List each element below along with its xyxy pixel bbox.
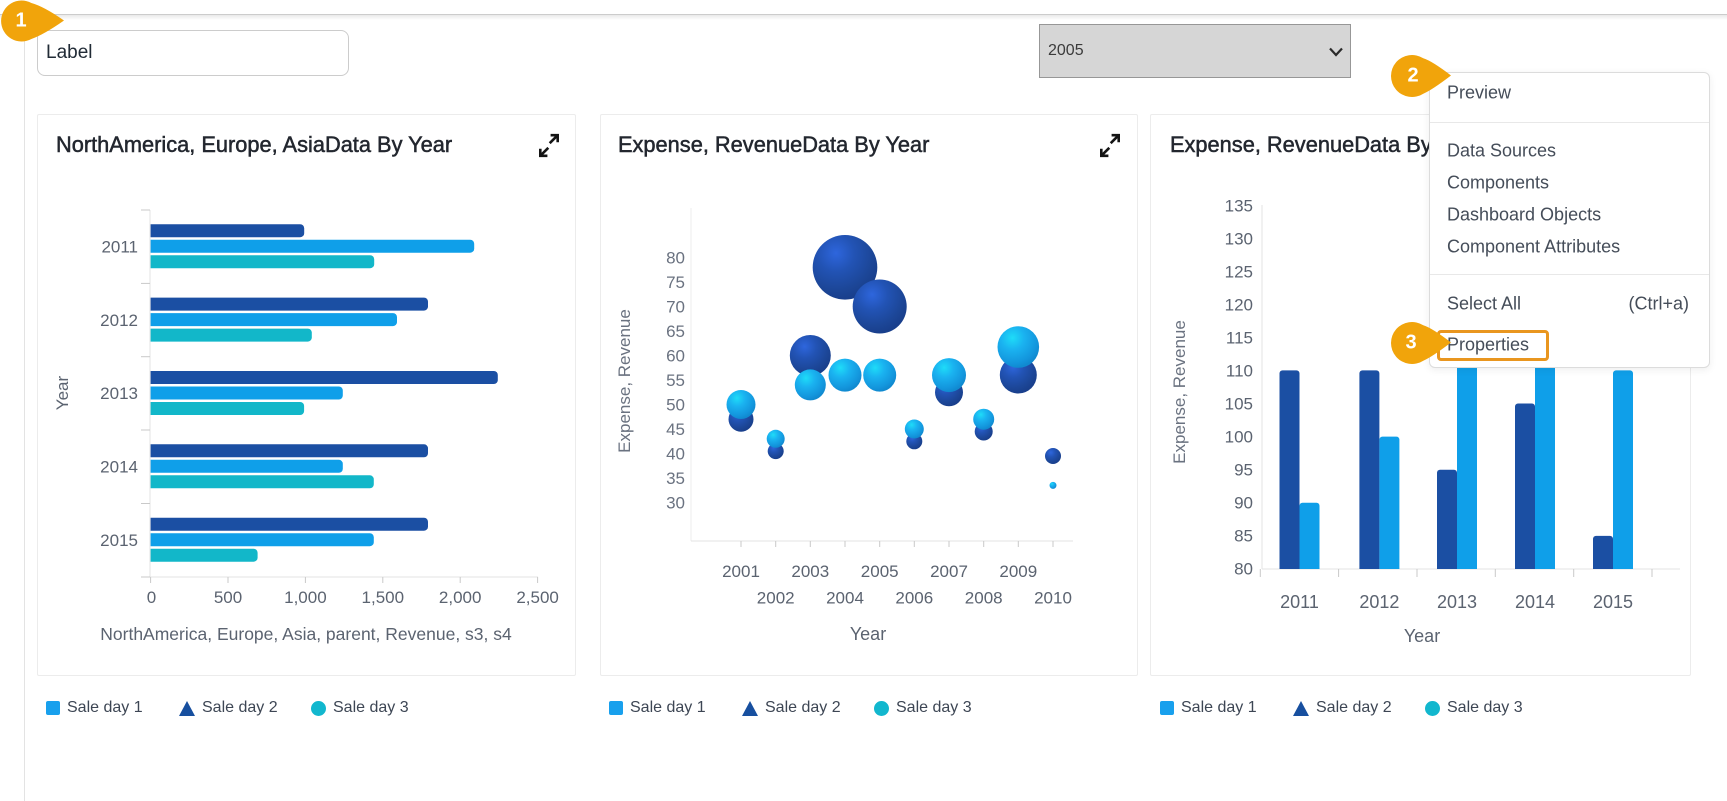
svg-text:2011: 2011 xyxy=(101,238,138,257)
svg-text:1,500: 1,500 xyxy=(362,588,405,607)
svg-text:2001: 2001 xyxy=(722,562,760,581)
svg-text:2004: 2004 xyxy=(826,589,864,608)
svg-text:2,000: 2,000 xyxy=(439,588,482,607)
svg-text:NorthAmerica, Europe, Asia, pa: NorthAmerica, Europe, Asia, parent, Reve… xyxy=(100,624,512,644)
svg-text:500: 500 xyxy=(214,588,242,607)
svg-text:70: 70 xyxy=(666,298,685,317)
svg-text:2012: 2012 xyxy=(100,311,138,330)
svg-text:2010: 2010 xyxy=(1034,589,1072,608)
svg-text:2008: 2008 xyxy=(965,589,1003,608)
svg-text:2013: 2013 xyxy=(1437,592,1477,612)
svg-text:95: 95 xyxy=(1234,461,1253,480)
svg-text:2015: 2015 xyxy=(100,531,138,550)
svg-text:Year: Year xyxy=(1404,626,1440,646)
svg-text:40: 40 xyxy=(666,445,685,464)
svg-text:2014: 2014 xyxy=(100,458,138,477)
svg-text:80: 80 xyxy=(666,249,685,268)
svg-text:2,500: 2,500 xyxy=(516,588,559,607)
svg-text:105: 105 xyxy=(1225,395,1253,414)
svg-text:120: 120 xyxy=(1225,296,1253,315)
svg-text:60: 60 xyxy=(666,347,685,366)
svg-text:2013: 2013 xyxy=(100,384,138,403)
svg-text:2007: 2007 xyxy=(930,562,968,581)
svg-text:2011: 2011 xyxy=(1280,592,1319,612)
svg-text:Year: Year xyxy=(53,375,72,410)
svg-text:80: 80 xyxy=(1234,560,1253,579)
svg-text:Expense, Revenue: Expense, Revenue xyxy=(1170,320,1189,464)
svg-text:2012: 2012 xyxy=(1359,592,1399,612)
svg-text:2015: 2015 xyxy=(1593,592,1633,612)
svg-text:130: 130 xyxy=(1225,230,1253,249)
svg-text:2006: 2006 xyxy=(895,589,933,608)
svg-text:110: 110 xyxy=(1226,362,1253,381)
svg-text:125: 125 xyxy=(1225,263,1253,282)
svg-text:90: 90 xyxy=(1234,494,1253,513)
svg-text:45: 45 xyxy=(666,420,685,439)
svg-text:100: 100 xyxy=(1225,428,1253,447)
svg-text:1,000: 1,000 xyxy=(284,588,327,607)
svg-text:2003: 2003 xyxy=(791,562,829,581)
svg-text:65: 65 xyxy=(666,322,685,341)
svg-text:2005: 2005 xyxy=(861,562,899,581)
svg-text:30: 30 xyxy=(666,494,685,513)
svg-text:115: 115 xyxy=(1226,329,1253,348)
svg-text:2014: 2014 xyxy=(1515,592,1555,612)
svg-text:2002: 2002 xyxy=(757,589,795,608)
svg-text:Expense, Revenue: Expense, Revenue xyxy=(615,309,634,453)
svg-text:85: 85 xyxy=(1234,527,1253,546)
svg-text:55: 55 xyxy=(666,371,685,390)
svg-text:135: 135 xyxy=(1225,197,1253,216)
svg-text:0: 0 xyxy=(147,588,156,607)
svg-text:35: 35 xyxy=(666,469,685,488)
svg-text:2009: 2009 xyxy=(999,562,1037,581)
svg-text:50: 50 xyxy=(666,396,685,415)
svg-text:75: 75 xyxy=(666,273,685,292)
svg-text:Year: Year xyxy=(850,624,886,644)
